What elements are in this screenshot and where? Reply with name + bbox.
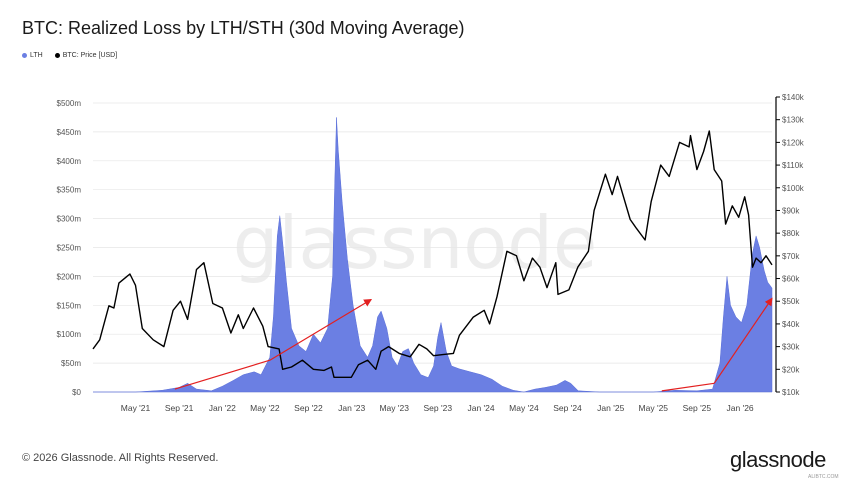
right-tick-label: $110k: [782, 161, 804, 170]
left-tick-label: $300m: [57, 215, 82, 224]
x-tick-label: Jan '25: [597, 403, 624, 413]
legend-item-price[interactable]: BTC: Price [USD]: [54, 52, 118, 59]
legend-dot-price: [54, 53, 60, 58]
left-tick-label: $500m: [57, 99, 82, 108]
grid-lines: [93, 102, 772, 393]
right-tick-label: $10k: [782, 388, 800, 397]
left-tick-label: $450m: [57, 128, 82, 137]
right-tick-label: $120k: [782, 138, 805, 147]
right-tick-label: $140k: [782, 93, 805, 102]
chart-title: BTC: Realized Loss by LTH/STH (30d Movin…: [22, 18, 465, 38]
annotation-arrows: [174, 297, 773, 392]
annotation-arrow-3: [713, 297, 773, 384]
right-tick-label: $70k: [782, 252, 800, 261]
x-tick-label: Jan '24: [467, 403, 494, 413]
right-tick-label: $30k: [782, 343, 800, 352]
x-tick-label: Sep '23: [424, 403, 453, 413]
x-tick-label: May '22: [250, 403, 280, 413]
left-tick-label: $350m: [57, 186, 82, 195]
left-tick-label: $100m: [57, 330, 82, 339]
right-tick-label: $130k: [782, 116, 805, 125]
left-tick-label: $0: [72, 388, 81, 397]
annotation-arrow-0: [174, 359, 271, 390]
x-tick-label: May '25: [639, 403, 669, 413]
left-tick-label: $400m: [57, 157, 82, 166]
right-tick-label: $90k: [782, 206, 800, 215]
right-tick-label: $100k: [782, 184, 805, 193]
glassnode-logo: glassnode: [730, 447, 826, 472]
right-tick-label: $20k: [782, 365, 800, 374]
annotation-arrow-2: [661, 382, 715, 392]
x-tick-label: Sep '25: [683, 403, 712, 413]
right-tick-label: $60k: [782, 275, 800, 284]
x-tick-label: May '23: [379, 403, 409, 413]
x-tick-label: Jan '26: [727, 403, 754, 413]
left-tick-label: $250m: [57, 244, 82, 253]
x-tick-label: Sep '24: [553, 403, 582, 413]
legend-dot-lth: [22, 53, 27, 58]
left-tick-label: $200m: [57, 272, 82, 281]
x-tick-label: May '24: [509, 403, 539, 413]
x-tick-label: May '21: [121, 403, 151, 413]
left-tick-label: $150m: [57, 301, 82, 310]
x-tick-label: Sep '22: [294, 403, 323, 413]
price-line-layer: [92, 130, 773, 378]
background-watermark: glassnode: [233, 201, 598, 285]
price-line: [92, 130, 773, 378]
site-watermark: ALIBTC.COM: [808, 474, 839, 480]
lth-area: [93, 117, 773, 393]
x-tick-label: Jan '23: [338, 403, 365, 413]
legend-label-price: BTC: Price [USD]: [62, 52, 118, 59]
lth-area-layer: [93, 117, 773, 393]
legend: LTH BTC: Price [USD]: [22, 52, 117, 59]
legend-item-lth[interactable]: LTH: [22, 52, 43, 59]
right-tick-label: $50k: [782, 297, 800, 306]
x-tick-label: Jan '22: [209, 403, 236, 413]
x-tick-label: Sep '21: [165, 403, 194, 413]
annotation-arrow-1: [269, 299, 373, 361]
left-axis: $0 $50m $100m $150m $200m $250m $300m $350m $400…: [57, 99, 82, 397]
x-axis: May '21 Sep '21 Jan '22 May '22 Sep '22 Jan '…: [121, 403, 754, 413]
copyright-text: © 2026 Glassnode. All Rights Reserved.: [22, 452, 219, 464]
right-tick-label: $80k: [782, 229, 800, 238]
left-tick-label: $50m: [61, 359, 81, 368]
legend-label-lth: LTH: [30, 52, 43, 59]
right-tick-label: $40k: [782, 320, 800, 329]
right-axis: $10k $20k $30k $40k $50k $60k $70k $80k $90k $100…: [775, 93, 805, 397]
